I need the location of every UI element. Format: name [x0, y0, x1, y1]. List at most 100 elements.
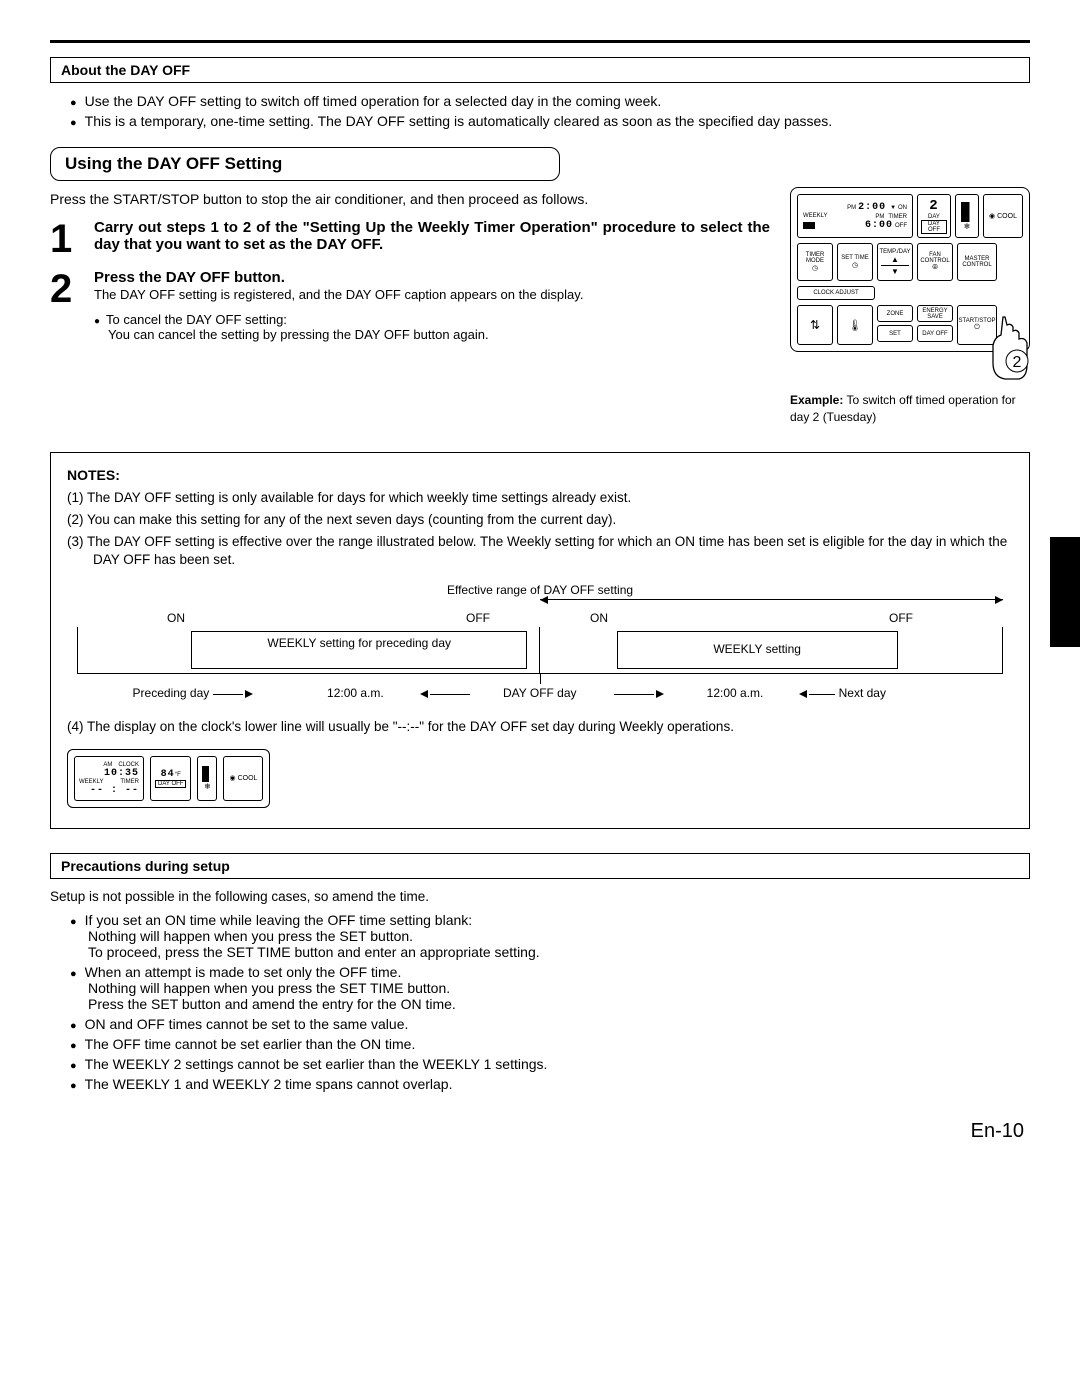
- cancel-bullet: To cancel the DAY OFF setting:: [94, 312, 770, 327]
- mini-cool-label: COOL: [238, 775, 258, 782]
- step-number: 2: [50, 269, 94, 342]
- precaution-item: ON and OFF times cannot be set to the sa…: [70, 1016, 1030, 1032]
- cool-dot-icon: ◉: [229, 774, 235, 782]
- thermo-icon: 🌡: [848, 319, 862, 332]
- precautions-intro: Setup is not possible in the following c…: [50, 889, 1030, 904]
- precaution-item: The WEEKLY 1 and WEEKLY 2 time spans can…: [70, 1076, 1030, 1092]
- fan-control-button[interactable]: FAN CONTROL ⦾: [917, 243, 953, 281]
- precautions-title: Precautions during setup: [61, 858, 230, 874]
- effective-range-bar: [540, 599, 1003, 605]
- about-bullet: Use the DAY OFF setting to switch off ti…: [70, 93, 1030, 109]
- dayoff-day-label: DAY OFF day: [503, 686, 577, 700]
- pointing-hand-icon: 2: [975, 315, 1031, 385]
- note-item: (2) You can make this setting for any of…: [67, 511, 1013, 529]
- master-control-label: MASTER CONTROL: [961, 256, 993, 268]
- step-2-text: The DAY OFF setting is registered, and t…: [94, 286, 770, 304]
- step-1-title: Carry out steps 1 to 2 of the "Setting U…: [94, 219, 770, 253]
- precautions-bullets: If you set an ON time while leaving the …: [50, 912, 1030, 1092]
- timer-mode-label: TIMER MODE: [801, 252, 829, 264]
- swing-icon: ⇅: [810, 318, 820, 332]
- cool-dot-icon: ◉: [989, 212, 995, 220]
- mini-time-cell: AM CLOCK 10:35 WEEKLY TIMER -- : --: [74, 756, 144, 801]
- mini-temp-cell: 84°F DAY OFF: [150, 756, 191, 801]
- about-bullet: This is a temporary, one-time setting. T…: [70, 113, 1030, 129]
- next-day-label: Next day: [839, 686, 886, 700]
- midnight-label: 12:00 a.m.: [327, 686, 384, 700]
- timeline-baseline: [77, 673, 1003, 674]
- clock-icon: ◷: [812, 264, 818, 272]
- notes-box: NOTES: (1) The DAY OFF setting is only a…: [50, 452, 1030, 829]
- precaution-item: When an attempt is made to set only the …: [70, 964, 1030, 1012]
- notes-title: NOTES:: [67, 467, 1013, 483]
- set-time-button[interactable]: SET TIME ◷: [837, 243, 873, 281]
- about-title: About the DAY OFF: [61, 62, 190, 78]
- note-item: (4) The display on the clock's lower lin…: [67, 718, 1013, 736]
- dayoff-tag: DAY OFF: [921, 220, 947, 234]
- about-bullets: Use the DAY OFF setting to switch off ti…: [50, 93, 1030, 129]
- timeline-labels: Preceding day 12:00 a.m. DAY OFF day 12:…: [77, 686, 1003, 706]
- up-icon: [891, 255, 899, 264]
- lcd-day-cell: 2 DAY DAY OFF: [917, 194, 951, 238]
- cool-label: COOL: [997, 213, 1017, 220]
- example-label: Example:: [790, 393, 843, 407]
- snowflake-icon: [204, 782, 211, 791]
- temp-day-button[interactable]: TEMP./DAY: [877, 243, 913, 281]
- fan-control-label: FAN CONTROL: [920, 252, 949, 264]
- note-item: (1) The DAY OFF setting is only availabl…: [67, 489, 1013, 507]
- remote-diagram: PM 2:00 ▼ ON WEEKLY PM TIMER: [790, 187, 1030, 352]
- weekly-block-icon: [803, 222, 815, 229]
- fan-icon: ⦾: [932, 264, 938, 272]
- timer-mode-button[interactable]: TIMER MODE ◷: [797, 243, 833, 281]
- step-2-sub: To cancel the DAY OFF setting:: [94, 312, 770, 327]
- dayoff-button-label: DAY OFF: [922, 331, 947, 337]
- dayoff-button[interactable]: DAY OFF: [917, 325, 953, 342]
- lcd-time-cell: PM 2:00 ▼ ON WEEKLY PM TIMER: [797, 194, 913, 238]
- zone-label: ZONE: [887, 311, 904, 317]
- energy-save-button[interactable]: ENERGY SAVE: [917, 305, 953, 322]
- clock-adjust-label: CLOCK ADJUST: [813, 290, 858, 296]
- page-number: En-10: [50, 1120, 1030, 1143]
- precaution-item: The OFF time cannot be set earlier than …: [70, 1036, 1030, 1052]
- top-rule: [50, 40, 1030, 43]
- remote-caption: Example: To switch off timed operation f…: [790, 392, 1030, 426]
- step-2-title: Press the DAY OFF button.: [94, 269, 770, 286]
- preceding-day-label: Preceding day: [133, 686, 210, 700]
- mini-dayoff-tag: DAY OFF: [155, 780, 186, 788]
- step-1: 1 Carry out steps 1 to 2 of the "Setting…: [50, 219, 770, 259]
- set-label: SET: [889, 331, 901, 337]
- mini-fan-bar-icon: [202, 766, 212, 782]
- on-label: ON: [590, 611, 608, 625]
- precaution-item: If you set an ON time while leaving the …: [70, 912, 1030, 960]
- set-button[interactable]: SET: [877, 325, 913, 342]
- down-icon: [891, 267, 899, 276]
- cancel-text: You can cancel the setting by pressing t…: [108, 327, 770, 342]
- onoff-labels: ON OFF ON OFF: [77, 611, 1003, 625]
- precaution-item: The WEEKLY 2 settings cannot be set earl…: [70, 1056, 1030, 1072]
- weekly-label: WEEKLY: [803, 213, 828, 219]
- swing-button[interactable]: ⇅: [797, 305, 833, 345]
- timeline-diagram: Effective range of DAY OFF setting ON OF…: [77, 583, 1003, 706]
- zone-button[interactable]: ZONE: [877, 305, 913, 322]
- off-time: 6:00: [865, 220, 893, 231]
- on-label: ON: [898, 205, 907, 211]
- using-title: Using the DAY OFF Setting: [65, 154, 282, 173]
- lcd-cool-cell: ◉ COOL: [983, 194, 1023, 238]
- master-control-button[interactable]: MASTER CONTROL: [957, 243, 997, 281]
- mini-time: 10:35: [104, 768, 139, 779]
- clock-adjust-button[interactable]: CLOCK ADJUST: [797, 286, 875, 300]
- clock-icon: ◷: [852, 261, 858, 269]
- mini-unit: °F: [175, 772, 181, 778]
- effective-range-label: Effective range of DAY OFF setting: [77, 583, 1003, 597]
- pm-label: PM: [847, 205, 856, 211]
- timeline-boxes: WEEKLY setting for preceding day WEEKLY …: [77, 627, 1003, 673]
- thermo-button[interactable]: 🌡: [837, 305, 873, 345]
- about-title-box: About the DAY OFF: [50, 57, 1030, 83]
- off-label: OFF: [466, 611, 490, 625]
- hand-number: 2: [1013, 354, 1022, 371]
- fan-bar-icon: [961, 202, 973, 222]
- note-item: (3) The DAY OFF setting is effective ove…: [67, 533, 1013, 569]
- using-title-box: Using the DAY OFF Setting: [50, 147, 560, 181]
- off-label: OFF: [889, 611, 913, 625]
- notes-list: (1) The DAY OFF setting is only availabl…: [67, 489, 1013, 570]
- mini-cool-cell: ◉ COOL: [223, 756, 263, 801]
